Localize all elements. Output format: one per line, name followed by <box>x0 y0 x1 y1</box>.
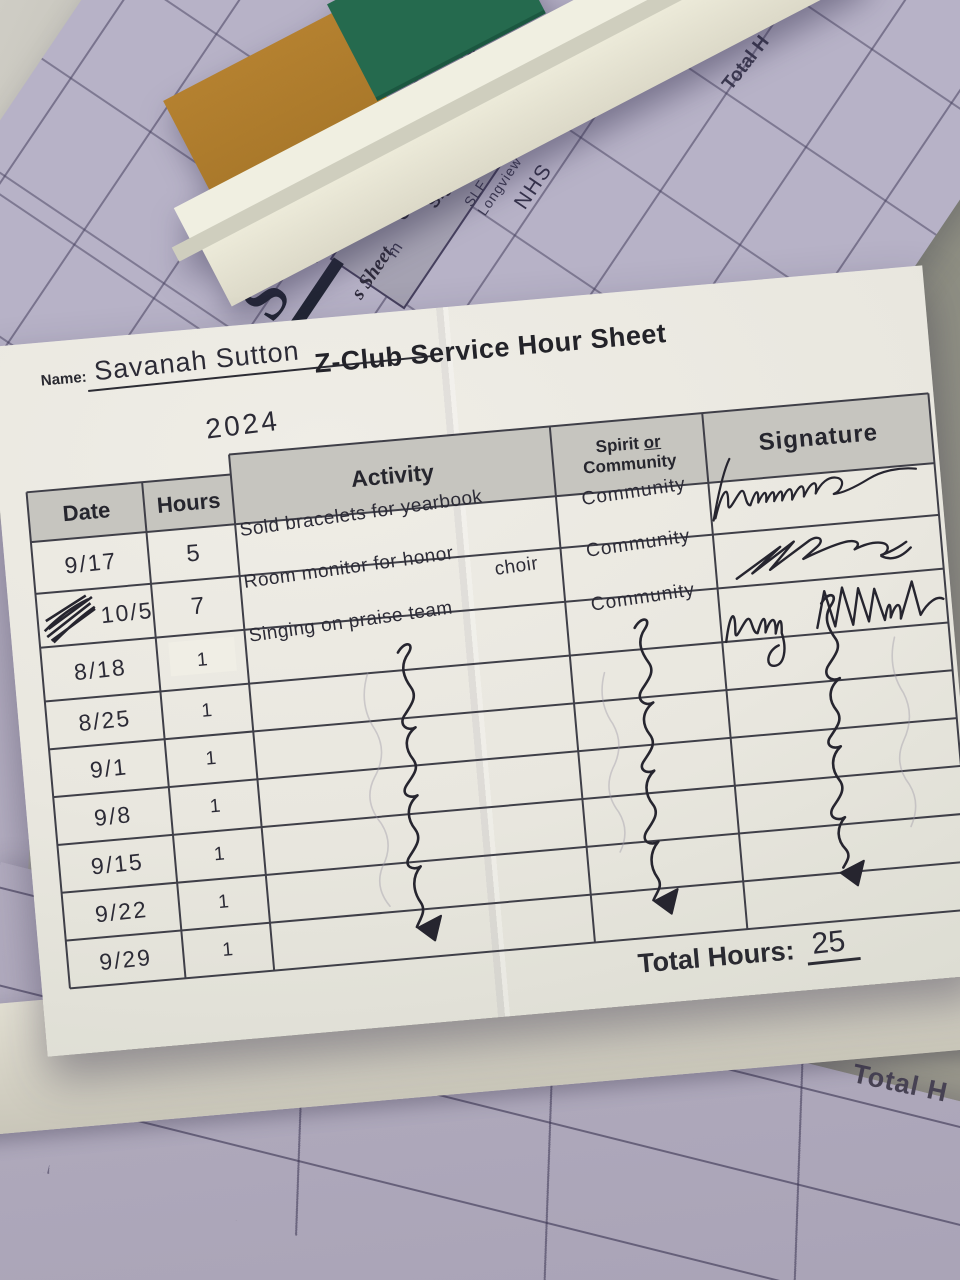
ditto-arrowhead-signature <box>839 859 865 887</box>
table-grid <box>25 392 960 990</box>
pencil-ghost-2 <box>601 671 626 853</box>
year-note-handwritten: 2024 <box>203 404 282 445</box>
signature-row-3 <box>725 580 945 667</box>
date-scribble <box>43 594 96 644</box>
pencil-ghost-3 <box>891 636 917 828</box>
ditto-arrowhead-activity <box>417 914 443 942</box>
signature-row-2 <box>735 536 912 580</box>
ditto-arrowhead-spirit <box>653 888 679 915</box>
signature-row-1 <box>712 457 917 522</box>
ink-overlay <box>43 457 945 942</box>
pencil-ghost-1 <box>363 672 391 908</box>
white-out-patch <box>168 636 237 677</box>
sheet-title: Z-Club Service Hour Sheet <box>313 318 668 379</box>
ditto-arrow-signature <box>819 593 850 869</box>
service-hours-table: Date Hours Activity Spirit or Community … <box>25 392 960 990</box>
ditto-arrow-spirit <box>633 618 662 902</box>
z-club-service-hour-sheet: Name: Savanah Sutton Z-Club Service Hour… <box>0 265 960 1057</box>
name-label: Name: <box>40 368 88 390</box>
ditto-arrow-activity <box>396 643 425 929</box>
